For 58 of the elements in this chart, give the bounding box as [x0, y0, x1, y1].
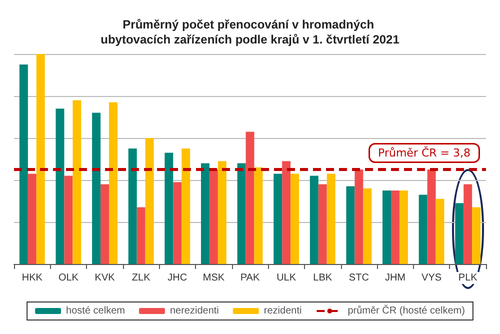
- bar: [218, 161, 226, 264]
- bar: [92, 112, 101, 264]
- annotation: Průměr ČR = 3,8: [378, 146, 471, 160]
- bar: [145, 138, 154, 264]
- bar: [182, 148, 190, 264]
- bar: [128, 148, 137, 264]
- bar: [136, 207, 146, 264]
- x-tick-label: JHM: [384, 272, 406, 284]
- bar: [282, 161, 291, 264]
- x-tick-label: PLK: [458, 272, 478, 284]
- bar: [418, 194, 428, 264]
- bar: [274, 174, 282, 264]
- bar: [346, 186, 355, 264]
- bar: [427, 170, 436, 264]
- chart-title: Průměrný počet přenocování v hromadných ubytovacích zařízeních podle krajů v 1. čtvrtletí 2021: [100, 18, 400, 46]
- bar: [310, 176, 318, 264]
- legend-label: rezidenti: [264, 306, 302, 316]
- x-tick-label: ULK: [276, 272, 296, 284]
- bar: [100, 184, 110, 264]
- bar: [455, 203, 464, 264]
- bar: [164, 152, 174, 264]
- bar: [237, 163, 246, 264]
- x-tick-label: HKK: [22, 272, 43, 284]
- bar: [390, 190, 400, 264]
- bar: [290, 174, 300, 264]
- bar: [382, 190, 391, 264]
- bar: [363, 188, 372, 264]
- x-tick-label: KVK: [94, 272, 116, 284]
- bar: [28, 174, 36, 264]
- bar: [318, 184, 327, 264]
- bar: [200, 163, 210, 264]
- bar: [109, 102, 118, 264]
- bar: [464, 184, 472, 264]
- bar: [209, 170, 218, 264]
- x-tick-label: LBK: [313, 272, 332, 284]
- x-tick-label: MSK: [202, 272, 225, 284]
- bar: [36, 54, 45, 264]
- legend-label: hosté celkem: [66, 306, 125, 316]
- bar: [399, 190, 408, 264]
- bar: [246, 132, 254, 264]
- bar: [72, 100, 82, 264]
- x-tick-label: VYS: [422, 272, 442, 284]
- x-tick-label: STC: [348, 272, 369, 284]
- bar: [326, 174, 336, 264]
- x-tick-label: JHC: [168, 272, 188, 284]
- legend-label: průměr ČR (hosté celkem): [348, 304, 465, 316]
- bar: [436, 198, 444, 264]
- x-tick-label: ZLK: [132, 272, 151, 284]
- legend-label: nerezidenti: [170, 306, 219, 316]
- bar: [472, 207, 481, 264]
- bar: [173, 182, 182, 264]
- bar: [64, 176, 73, 264]
- bar: [254, 167, 263, 264]
- bar: [56, 108, 64, 264]
- bar: [19, 64, 28, 264]
- x-tick-label: OLK: [58, 272, 79, 284]
- x-tick-label: PAK: [240, 272, 260, 284]
- bar: [354, 170, 364, 264]
